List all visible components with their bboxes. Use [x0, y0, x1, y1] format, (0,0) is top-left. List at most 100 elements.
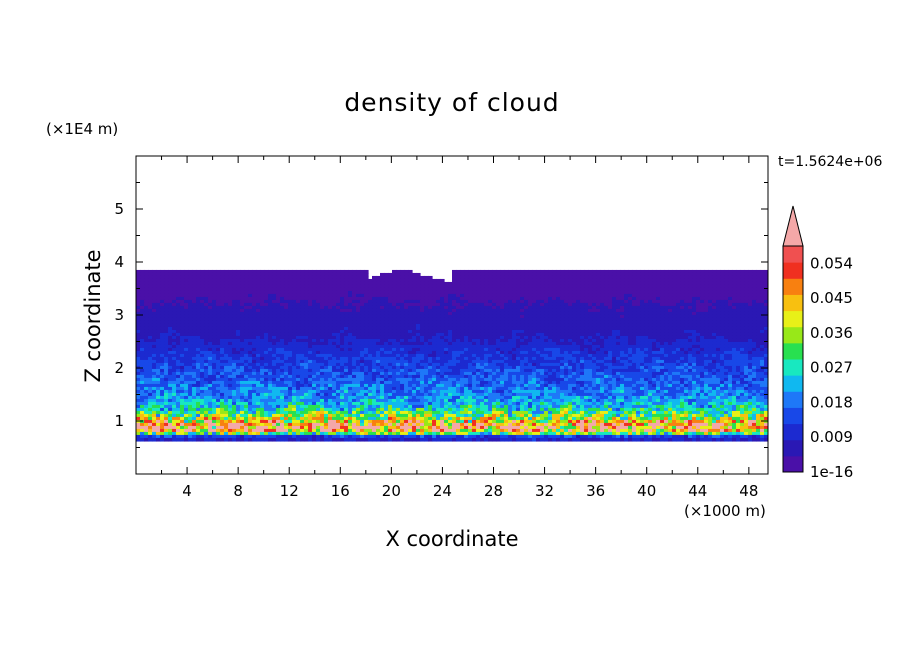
- density-cell: [688, 344, 693, 349]
- density-cell: [344, 326, 349, 331]
- density-cell: [288, 323, 293, 328]
- density-cell: [476, 356, 481, 361]
- density-cell: [140, 305, 145, 310]
- density-cell: [148, 347, 153, 352]
- density-cell: [712, 296, 717, 301]
- density-cell: [324, 317, 329, 322]
- density-cell: [608, 323, 613, 328]
- density-cell: [268, 344, 273, 349]
- density-cell: [524, 305, 529, 310]
- density-cell: [560, 362, 565, 367]
- density-cell: [624, 356, 629, 361]
- density-cell: [180, 362, 185, 367]
- density-cell: [632, 341, 637, 346]
- density-cell: [160, 284, 165, 289]
- density-cell: [644, 347, 649, 352]
- density-cell: [564, 305, 569, 310]
- density-cell: [432, 323, 437, 328]
- density-cell: [648, 305, 653, 310]
- density-cell: [236, 311, 241, 316]
- density-cell: [276, 317, 281, 322]
- density-cell: [444, 359, 449, 364]
- density-cell: [608, 329, 613, 334]
- density-cell: [672, 320, 677, 325]
- density-cell: [280, 278, 285, 283]
- density-cell: [388, 335, 393, 340]
- density-cell: [316, 338, 321, 343]
- density-cell: [300, 305, 305, 310]
- density-cell: [348, 329, 353, 334]
- density-cell: [264, 335, 269, 340]
- density-cell: [424, 320, 429, 325]
- density-cell: [424, 290, 429, 295]
- density-cell: [668, 269, 673, 274]
- density-cell: [528, 314, 533, 319]
- density-cell: [540, 338, 545, 343]
- density-cell: [668, 353, 673, 358]
- density-cell: [640, 350, 645, 355]
- density-cell: [672, 359, 677, 364]
- density-cell: [500, 308, 505, 313]
- density-cell: [284, 356, 289, 361]
- density-cell: [720, 287, 725, 292]
- density-cell: [568, 344, 573, 349]
- density-cell: [448, 332, 453, 337]
- density-cell: [220, 314, 225, 319]
- density-cell: [372, 326, 377, 331]
- density-cell: [588, 341, 593, 346]
- density-cell: [160, 350, 165, 355]
- density-cell: [716, 329, 721, 334]
- density-cell: [660, 326, 665, 331]
- density-cell: [676, 353, 681, 358]
- density-cell: [252, 317, 257, 322]
- density-cell: [524, 269, 529, 274]
- density-cell: [664, 326, 669, 331]
- density-cell: [536, 362, 541, 367]
- density-cell: [264, 287, 269, 292]
- density-cell: [428, 275, 433, 280]
- density-cell: [748, 323, 753, 328]
- density-cell: [280, 317, 285, 322]
- density-cell: [764, 305, 768, 310]
- density-cell: [412, 299, 417, 304]
- density-cell: [736, 356, 741, 361]
- density-cell: [640, 311, 645, 316]
- density-cell: [748, 350, 753, 355]
- density-cell: [680, 302, 685, 307]
- density-cell: [212, 296, 217, 301]
- density-cell: [472, 290, 477, 295]
- density-cell: [508, 299, 513, 304]
- density-cell: [260, 320, 265, 325]
- density-cell: [724, 275, 729, 280]
- density-cell: [184, 332, 189, 337]
- density-cell: [684, 299, 689, 304]
- density-cell: [216, 353, 221, 358]
- density-cell: [408, 287, 413, 292]
- density-cell: [288, 317, 293, 322]
- density-cell: [320, 317, 325, 322]
- density-cell: [540, 359, 545, 364]
- density-cell: [712, 353, 717, 358]
- density-cell: [332, 269, 337, 274]
- density-cell: [208, 278, 213, 283]
- density-cell: [380, 308, 385, 313]
- density-cell: [460, 347, 465, 352]
- density-cell: [452, 272, 457, 277]
- density-cell: [248, 272, 253, 277]
- density-cell: [680, 341, 685, 346]
- density-cell: [712, 350, 717, 355]
- density-cell: [612, 299, 617, 304]
- density-cell: [484, 323, 489, 328]
- density-cell: [372, 296, 377, 301]
- density-cell: [508, 362, 513, 367]
- density-cell: [540, 305, 545, 310]
- density-cell: [444, 344, 449, 349]
- density-cell: [508, 284, 513, 289]
- density-cell: [520, 317, 525, 322]
- density-cell: [740, 335, 745, 340]
- density-cell: [724, 347, 729, 352]
- density-cell: [316, 305, 321, 310]
- density-cell: [136, 347, 141, 352]
- density-cell: [628, 356, 633, 361]
- density-cell: [228, 281, 233, 286]
